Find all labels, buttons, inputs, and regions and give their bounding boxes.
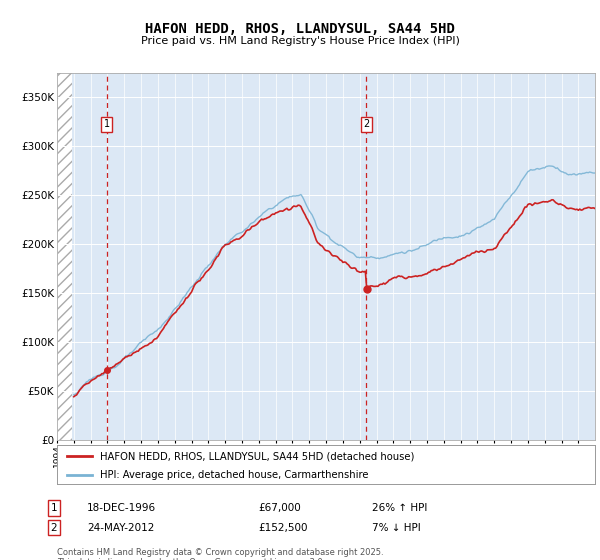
Text: Price paid vs. HM Land Registry's House Price Index (HPI): Price paid vs. HM Land Registry's House … bbox=[140, 36, 460, 46]
Text: 7% ↓ HPI: 7% ↓ HPI bbox=[372, 522, 421, 533]
Text: 24-MAY-2012: 24-MAY-2012 bbox=[87, 522, 154, 533]
Text: HAFON HEDD, RHOS, LLANDYSUL, SA44 5HD (detached house): HAFON HEDD, RHOS, LLANDYSUL, SA44 5HD (d… bbox=[100, 451, 415, 461]
Text: 2: 2 bbox=[50, 522, 58, 533]
Bar bbox=[57, 73, 73, 440]
Text: 18-DEC-1996: 18-DEC-1996 bbox=[87, 503, 156, 513]
Text: £67,000: £67,000 bbox=[258, 503, 301, 513]
Text: 2: 2 bbox=[363, 119, 370, 129]
Text: 1: 1 bbox=[50, 503, 58, 513]
Text: Contains HM Land Registry data © Crown copyright and database right 2025.
This d: Contains HM Land Registry data © Crown c… bbox=[57, 548, 383, 560]
Text: 26% ↑ HPI: 26% ↑ HPI bbox=[372, 503, 427, 513]
Text: 1: 1 bbox=[104, 119, 110, 129]
Text: HAFON HEDD, RHOS, LLANDYSUL, SA44 5HD: HAFON HEDD, RHOS, LLANDYSUL, SA44 5HD bbox=[145, 22, 455, 36]
Text: £152,500: £152,500 bbox=[258, 522, 308, 533]
Bar bbox=[57, 73, 73, 440]
Text: HPI: Average price, detached house, Carmarthenshire: HPI: Average price, detached house, Carm… bbox=[100, 470, 368, 479]
